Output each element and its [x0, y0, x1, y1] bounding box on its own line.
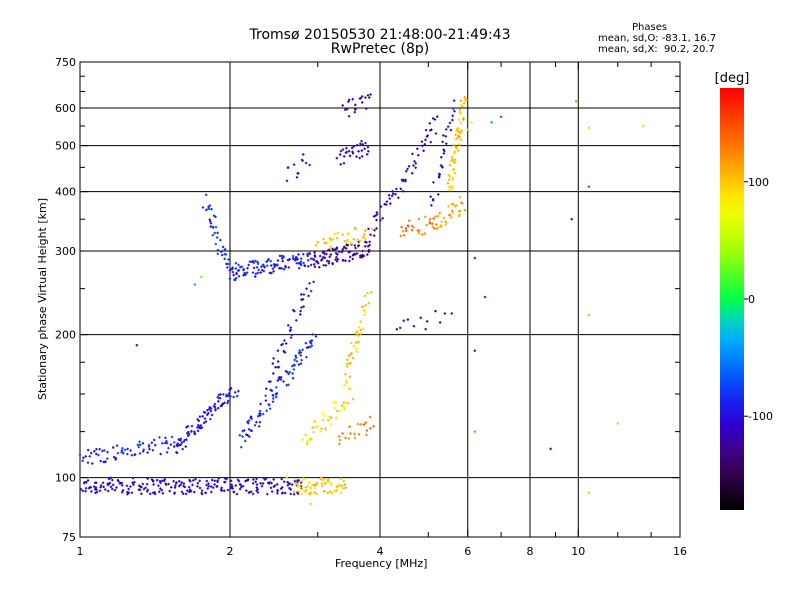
phases-mean-o: mean, sd,O: -83.1, 16.7 [598, 33, 717, 44]
colorbar-tick-label: 100 [748, 176, 769, 189]
y-tick-label: 400 [55, 186, 76, 199]
chart-title: Tromsø 20150530 21:48:00-21:49:43 [249, 27, 511, 43]
x-tick-label: 8 [527, 545, 534, 558]
x-tick-label: 2 [227, 545, 234, 558]
colorbar-tick-label: 0 [748, 293, 755, 306]
y-tick-label: 75 [62, 531, 76, 544]
y-tick-label: 750 [55, 56, 76, 69]
x-tick-label: 16 [673, 545, 687, 558]
x-axis-label: Frequency [MHz] [335, 557, 428, 570]
y-tick-label: 500 [55, 140, 76, 153]
phases-mean-x: mean, sd,X: 90.2, 20.7 [598, 44, 715, 55]
colorbar-unit: [deg] [715, 71, 750, 86]
phases-heading: Phases [632, 22, 668, 33]
y-tick-label: 300 [55, 245, 76, 258]
colorbar [720, 88, 744, 510]
x-tick-label: 10 [571, 545, 585, 558]
x-tick-label: 1 [77, 545, 84, 558]
x-tick-label: 6 [464, 545, 471, 558]
y-axis-label: Stationary phase Virtual Height [km] [36, 197, 49, 400]
chart-subtitle: RwPretec (8p) [330, 41, 430, 57]
y-tick-label: 100 [55, 472, 76, 485]
colorbar-tick-label: -100 [748, 410, 773, 423]
y-tick-label: 200 [55, 329, 76, 342]
y-tick-label: 600 [55, 102, 76, 115]
x-tick-label: 4 [377, 545, 384, 558]
